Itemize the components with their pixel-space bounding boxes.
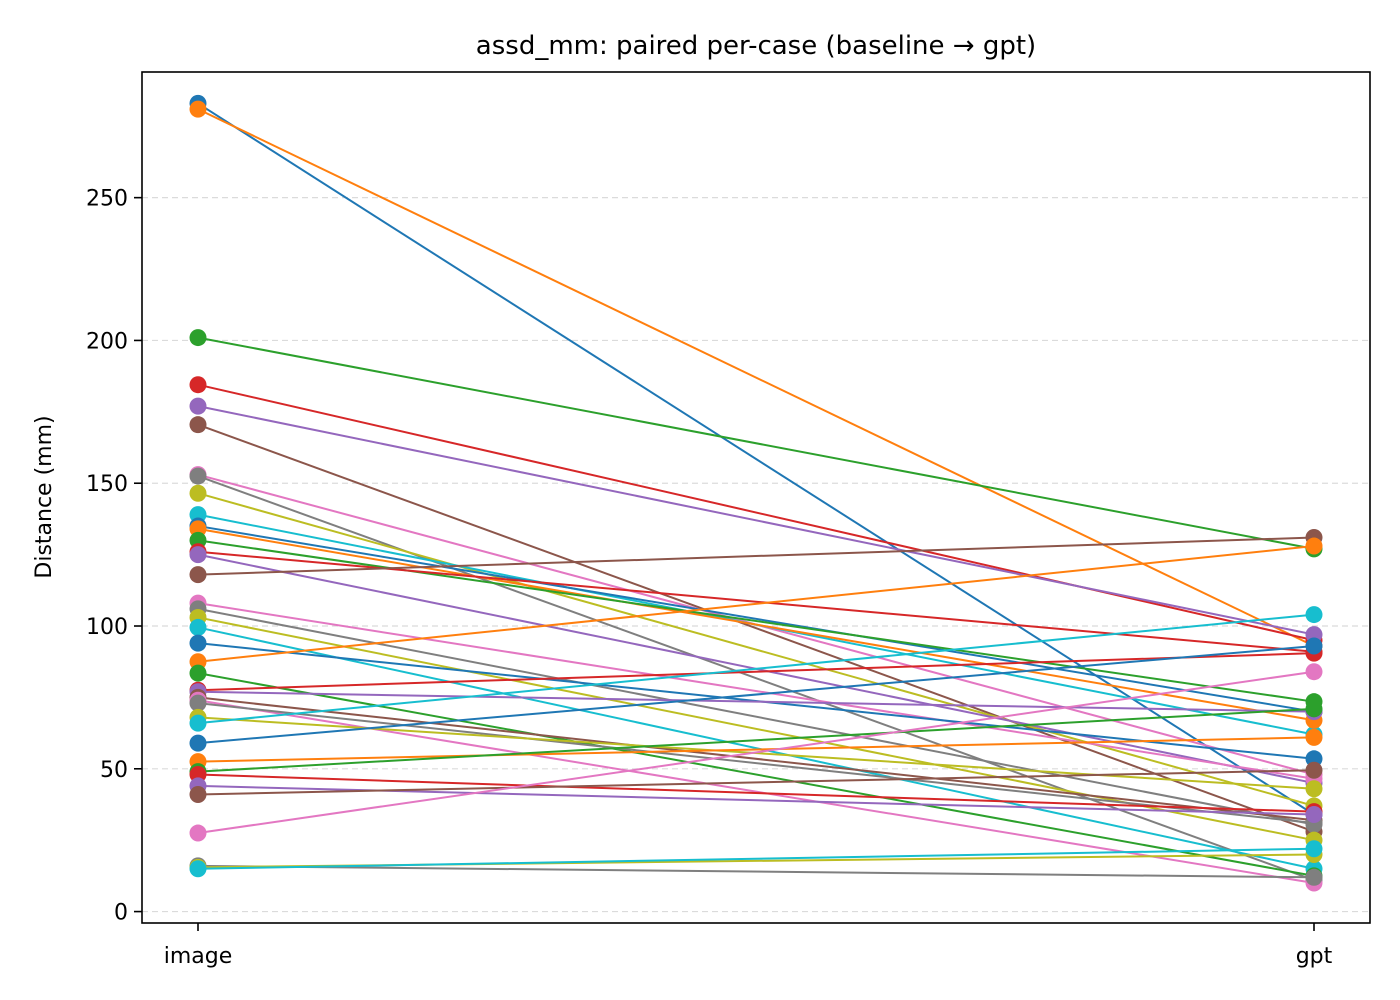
point-gpt (1305, 537, 1323, 555)
case-series (189, 606, 1323, 732)
case-series (189, 517, 1323, 721)
series-line (197, 383, 1315, 642)
case-series (189, 376, 1323, 649)
series-line (197, 696, 1315, 822)
point-gpt (1305, 780, 1323, 798)
series-line (197, 539, 1315, 703)
point-gpt (1305, 728, 1323, 746)
point-image (189, 714, 207, 732)
case-series (189, 94, 1323, 823)
series-line (197, 769, 1315, 796)
series-line (197, 707, 1315, 773)
case-series (189, 520, 1323, 729)
point-image (189, 860, 207, 878)
series-line (197, 536, 1315, 576)
point-image (189, 467, 207, 485)
series-line (197, 545, 1315, 663)
point-gpt (1305, 663, 1323, 681)
point-gpt (1305, 637, 1323, 655)
series-line (197, 475, 1315, 882)
series-line (197, 525, 1315, 713)
series-line (197, 847, 1315, 870)
series-line (197, 690, 1315, 713)
series-line (197, 645, 1315, 745)
point-image (189, 618, 207, 636)
series-line (197, 423, 1315, 833)
case-series (189, 397, 1323, 644)
series-lines (189, 94, 1323, 892)
y-tick-label: 0 (114, 901, 128, 926)
point-image (189, 824, 207, 842)
y-tick-label: 100 (86, 615, 128, 640)
point-image (189, 329, 207, 347)
series-line (197, 670, 1315, 835)
plot-frame (141, 71, 1371, 924)
y-tick-label: 200 (86, 329, 128, 354)
point-gpt (1305, 761, 1323, 779)
grid-lines (142, 197, 1370, 913)
series-line (197, 773, 1315, 813)
case-series (189, 777, 1323, 823)
point-gpt (1305, 868, 1323, 886)
point-gpt (1305, 606, 1323, 624)
series-line (197, 492, 1315, 807)
series-line (197, 336, 1315, 550)
case-series (189, 637, 1323, 752)
point-gpt (1305, 840, 1323, 858)
y-axis-label: Distance (mm) (32, 415, 57, 578)
y-tick-label: 250 (86, 187, 128, 212)
series-line (197, 102, 1315, 816)
series-line (197, 626, 1315, 870)
point-gpt (1305, 700, 1323, 718)
point-image (189, 734, 207, 752)
series-line (197, 736, 1315, 763)
case-series (189, 100, 1323, 655)
point-image (189, 694, 207, 712)
point-image (189, 664, 207, 682)
x-axis: image gpt (164, 923, 1333, 969)
case-series (189, 840, 1323, 878)
series-line (197, 527, 1315, 722)
case-series (189, 663, 1323, 842)
x-tick-label: image (164, 944, 233, 969)
series-line (197, 602, 1315, 780)
series-line (197, 652, 1315, 692)
point-image (189, 634, 207, 652)
point-image (189, 416, 207, 434)
case-series (189, 600, 1323, 833)
point-gpt (1305, 805, 1323, 823)
series-line (197, 108, 1315, 647)
point-image (189, 566, 207, 584)
case-series (189, 329, 1323, 558)
x-tick-label: gpt (1296, 944, 1333, 969)
case-series (189, 528, 1323, 584)
y-tick-label: 50 (100, 758, 128, 783)
y-axis: 0 50 100 150 200 250 (86, 187, 142, 926)
point-image (189, 376, 207, 394)
chart-title: assd_mm: paired per-case (baseline → gpt… (476, 31, 1036, 61)
point-image (189, 397, 207, 415)
series-line (197, 864, 1315, 879)
point-image (189, 100, 207, 118)
series-line (197, 405, 1315, 636)
series-line (197, 613, 1315, 725)
point-image (189, 546, 207, 564)
series-line (197, 607, 1315, 826)
case-series (189, 531, 1323, 711)
case-series (189, 761, 1323, 803)
y-tick-label: 150 (86, 472, 128, 497)
series-line (197, 672, 1315, 877)
point-image (189, 484, 207, 502)
point-image (189, 785, 207, 803)
series-line (197, 702, 1315, 825)
